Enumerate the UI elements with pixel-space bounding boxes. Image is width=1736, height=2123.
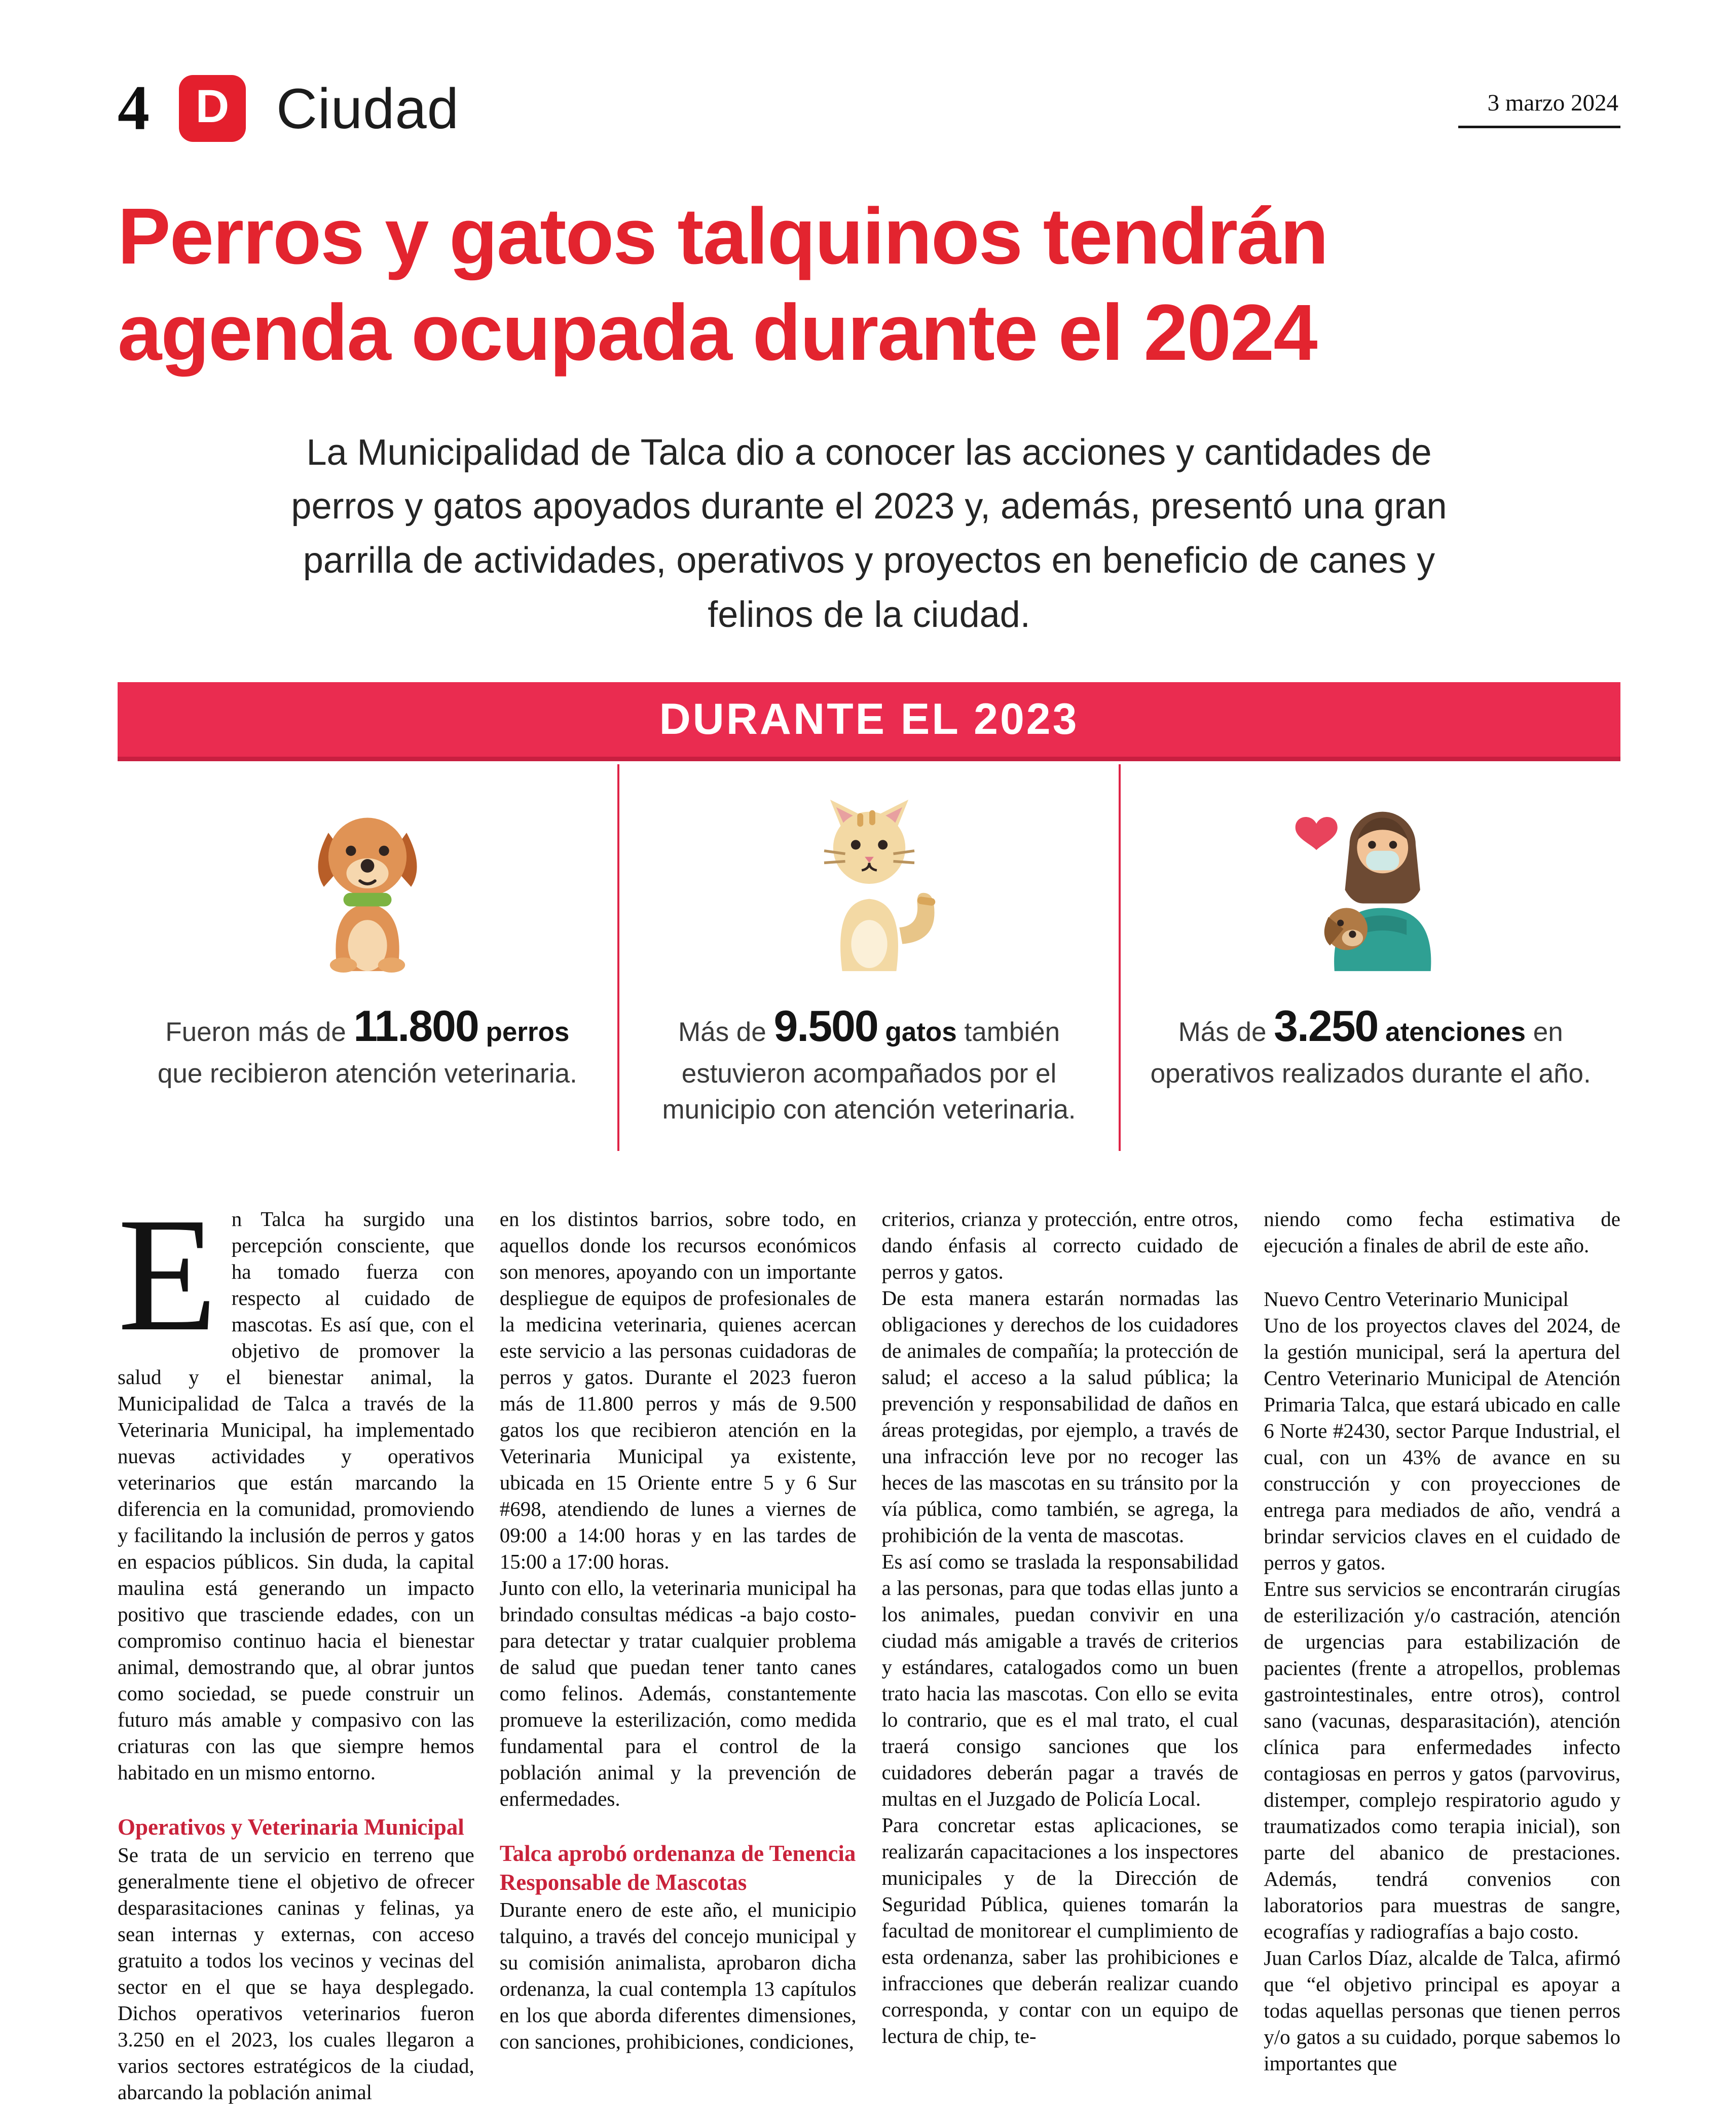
paragraph: Para concretar estas aplicaciones, se re… xyxy=(881,1813,1239,2048)
subhead-operativos: Operativos y Veterinaria Municipal xyxy=(118,1814,464,1840)
infographic-caption-atenciones: Más de 3.250 atenciones en operativos re… xyxy=(1148,997,1594,1092)
infographic-caption-dogs: Fueron más de 11.800 perros que recibier… xyxy=(144,997,590,1092)
caption-text: que recibieron atención veterinaria. xyxy=(157,1059,577,1089)
infographic-banner-title: DURANTE EL 2023 xyxy=(659,695,1079,744)
atenciones-count: 3.250 xyxy=(1274,1002,1379,1051)
deck-line: La Municipalidad de Talca dio a conocer … xyxy=(306,432,1432,473)
infographic-card-atenciones: Más de 3.250 atenciones en operativos re… xyxy=(1121,764,1620,1151)
caption-keyword: atenciones xyxy=(1385,1017,1526,1048)
infographic-caption-cats: Más de 9.500 gatos también estuvieron ac… xyxy=(646,997,1092,1128)
infographic-card-dogs: Fueron más de 11.800 perros que recibier… xyxy=(118,764,617,1151)
caption-text: Fueron más de xyxy=(165,1017,354,1048)
article-column-4: niendo como fecha estimativa de ejecució… xyxy=(1264,1206,1620,2123)
caption-text: también estuvieron acompañados por el mu… xyxy=(662,1017,1076,1125)
caption-text xyxy=(1378,1017,1385,1047)
paragraph: Durante enero de este año, el municipio … xyxy=(499,1897,857,2053)
issue-date: 3 marzo 2024 xyxy=(1458,89,1620,128)
paragraph: Es así como se traslada la responsabilid… xyxy=(881,1550,1239,1811)
cats-count: 9.500 xyxy=(773,1002,878,1051)
section-title: Ciudad xyxy=(276,77,459,140)
veterinarian-illustration xyxy=(1295,811,1431,972)
deck-line: perros y gatos apoyados durante el 2023 … xyxy=(291,486,1447,527)
paragraph: niendo como fecha estimativa de ejecució… xyxy=(1264,1207,1620,1257)
caption-keyword: gatos xyxy=(885,1017,957,1048)
caption-text xyxy=(478,1017,486,1047)
subhead-ordenanza: Talca aprobó ordenanza de Tenencia Respo… xyxy=(499,1841,856,1895)
paragraph: criterios, crianza y protección, entre o… xyxy=(881,1207,1239,1284)
caption-text: en operativos realizados durante el año. xyxy=(1150,1017,1591,1089)
paragraph: De esta manera estarán normadas las obli… xyxy=(881,1286,1239,1547)
deck-paragraph: La Municipalidad de Talca dio a conocer … xyxy=(118,426,1620,642)
headline-line-1: Perros y gatos talquinos tendrán xyxy=(118,192,1328,281)
deck-line: felinos de la ciudad. xyxy=(708,594,1030,635)
dogs-count: 11.800 xyxy=(353,1002,479,1051)
subhead-centro-veterinario: Nuevo Centro Veterinario Municipal xyxy=(1264,1287,1569,1311)
caption-text xyxy=(878,1017,885,1047)
caption-keyword: perros xyxy=(486,1017,570,1048)
caption-text: Más de xyxy=(1178,1017,1274,1048)
headline: Perros y gatos talquinos tendrán agenda … xyxy=(118,189,1620,381)
logo-letter: D xyxy=(195,81,230,132)
caption-text: Más de xyxy=(678,1017,774,1048)
paragraph: Se trata de un servicio en terreno que g… xyxy=(118,1843,474,2104)
paragraph: Uno de los proyectos claves del 2024, de… xyxy=(1264,1314,1620,1575)
paragraph: Entre sus servicios se encontrarán cirug… xyxy=(1264,1577,1620,1944)
drop-cap: E xyxy=(118,1206,217,1365)
paragraph: en los distintos barrios, sobre todo, en… xyxy=(499,1207,857,1574)
page-number: 4 xyxy=(118,73,150,143)
dog-illustration xyxy=(318,817,417,973)
article-column-3: criterios, crianza y protección, entre o… xyxy=(882,1206,1239,2123)
headline-line-2: agenda ocupada durante el 2024 xyxy=(118,288,1318,377)
infographic-row: Fueron más de 11.800 perros que recibier… xyxy=(118,764,1620,1151)
article-column-2: en los distintos barrios, sobre todo, en… xyxy=(500,1206,857,2123)
paragraph: Junto con ello, la veterinaria municipal… xyxy=(499,1576,857,1811)
cat-illustration xyxy=(824,799,935,972)
infographic-banner: DURANTE EL 2023 xyxy=(118,682,1620,762)
page-header: 4 D Ciudad 3 marzo 2024 xyxy=(118,75,1620,142)
newspaper-logo: D xyxy=(179,75,246,142)
infographic-card-cats: Más de 9.500 gatos también estuvieron ac… xyxy=(617,764,1121,1151)
deck-line: parrilla de actividades, operativos y pr… xyxy=(303,540,1435,581)
paragraph-text: n Talca ha surgido una percepción consci… xyxy=(118,1207,474,1784)
paragraph: Juan Carlos Díaz, alcalde de Talca, afir… xyxy=(1264,1946,1620,2075)
